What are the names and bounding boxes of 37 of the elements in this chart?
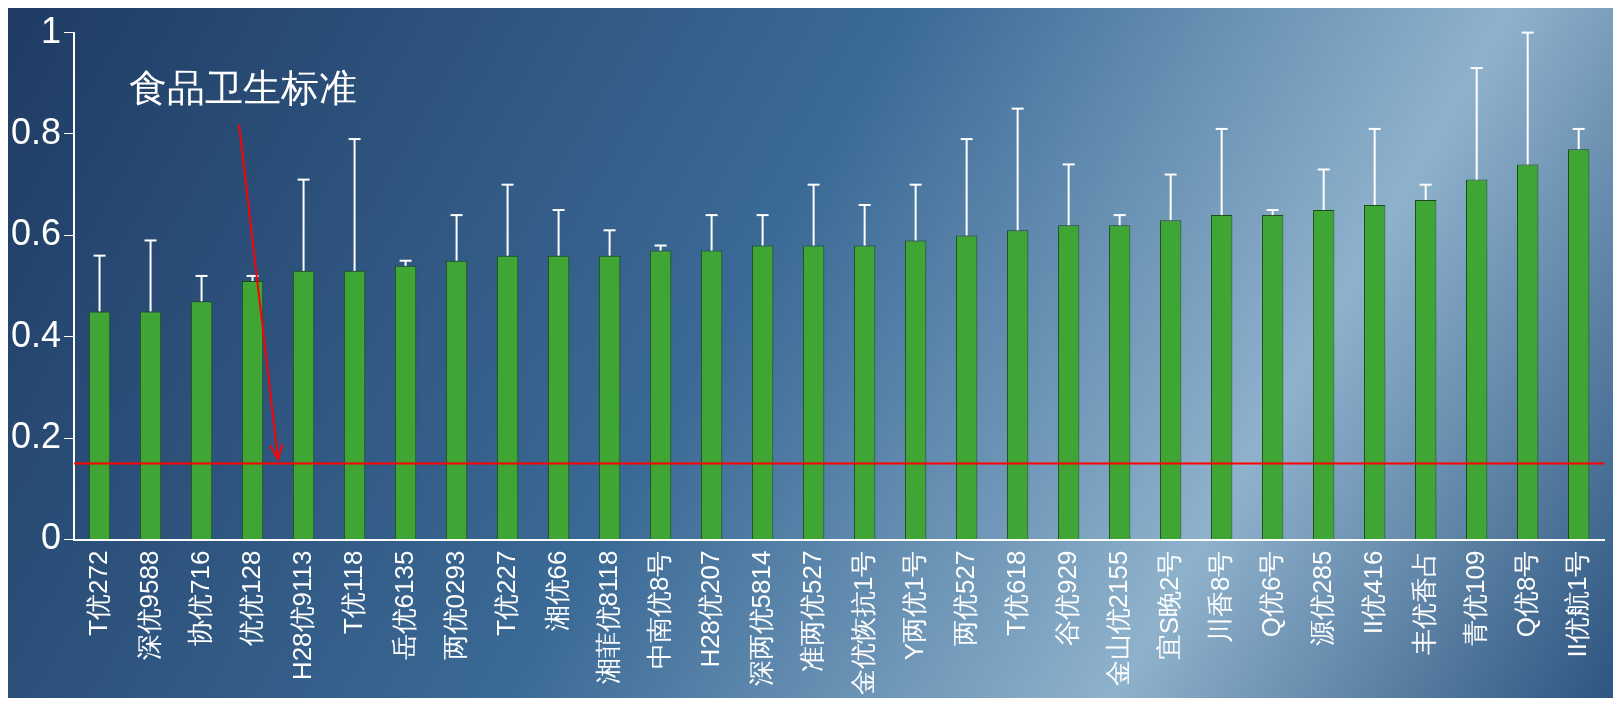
- x-tick-label: 宜S晚2号: [1153, 550, 1184, 661]
- x-tick-label: T优118: [337, 550, 368, 634]
- x-tick-label: 金优恢抗1号: [847, 550, 878, 696]
- x-tick-label: 谷优929: [1051, 550, 1082, 646]
- x-tick-label: II优416: [1357, 550, 1388, 635]
- x-tick-label: 两优527: [949, 550, 980, 646]
- x-tick-label: 准两优527: [796, 550, 827, 672]
- x-tick-label: 湘优66: [541, 550, 572, 632]
- y-tick-label: 1: [41, 9, 62, 51]
- x-tick-label: 湘菲优8118: [592, 550, 623, 685]
- y-tick-label: 0.2: [11, 415, 62, 457]
- x-tick-label: 青优109: [1459, 550, 1490, 646]
- x-tick-label: 丰优香占: [1408, 550, 1439, 655]
- x-tick-label: 川香8号: [1204, 550, 1235, 644]
- x-tick-label: T优272: [82, 550, 113, 636]
- y-tick-label: 0.4: [11, 313, 62, 355]
- x-tick-label: 优优128: [235, 550, 266, 646]
- x-tick-label: 金山优2155: [1102, 550, 1133, 687]
- x-tick-label: 岳优6135: [388, 550, 419, 661]
- y-tick-label: 0.8: [11, 110, 62, 152]
- x-tick-label: Q优6号: [1255, 550, 1286, 638]
- x-tick-label: T优618: [1000, 550, 1031, 636]
- ref-line-label: 食品卫生标准: [129, 67, 358, 110]
- x-tick-label: 协优716: [184, 550, 215, 646]
- x-tick-label: 深优9588: [133, 550, 164, 661]
- x-tick-label: H28优207: [694, 550, 725, 668]
- x-tick-label: II优航1号: [1561, 550, 1592, 658]
- x-tick-label: T优227: [490, 550, 521, 636]
- x-tick-label: 中南优8号: [643, 550, 674, 670]
- y-tick-label: 0.6: [11, 212, 62, 254]
- x-tick-label: Y两优1号: [898, 550, 929, 661]
- x-tick-label: 源优285: [1306, 550, 1337, 646]
- x-tick-label: Q优8号: [1510, 550, 1541, 638]
- y-tick-label: 0: [41, 516, 62, 558]
- x-tick-label: 深两优5814: [745, 550, 776, 687]
- x-tick-label: H28优9113: [286, 550, 317, 681]
- x-tick-label: 两优0293: [439, 550, 470, 661]
